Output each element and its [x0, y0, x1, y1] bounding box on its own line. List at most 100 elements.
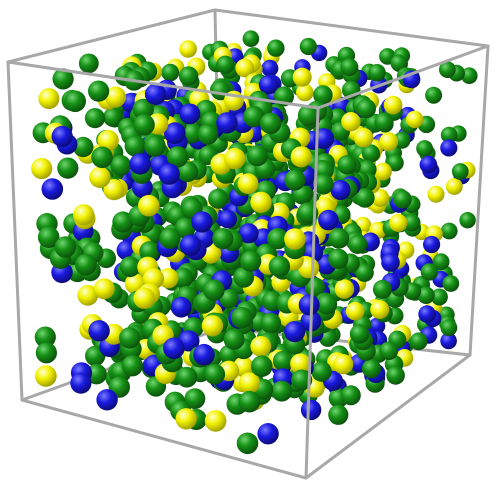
green-particle [459, 212, 476, 229]
blue-particle [41, 178, 64, 200]
green-particle [178, 66, 199, 86]
green-particle [112, 211, 134, 233]
green-particle [328, 248, 349, 269]
yellow-particle [201, 315, 224, 337]
green-particle [203, 279, 225, 301]
green-particle [304, 277, 326, 298]
blue-particle [440, 139, 458, 157]
yellow-particle [204, 410, 227, 432]
yellow-particle [406, 110, 424, 129]
green-particle [328, 404, 349, 425]
green-particle [356, 98, 377, 119]
green-particle [374, 112, 394, 132]
green-particle [402, 213, 421, 232]
green-particle [246, 145, 268, 167]
green-particle [312, 173, 334, 195]
yellow-particle [284, 228, 306, 250]
green-particle [182, 122, 203, 144]
green-particle [440, 126, 458, 144]
box-edge-front [6, 8, 217, 64]
yellow-particle [290, 353, 311, 375]
blue-particle [330, 179, 351, 201]
green-particle [219, 288, 239, 309]
yellow-particle [374, 162, 392, 181]
yellow-particle [38, 88, 60, 110]
blue-particle [193, 343, 215, 366]
green-particle [212, 228, 234, 250]
green-particle [451, 163, 469, 180]
blue-particle [419, 155, 438, 174]
green-particle [242, 30, 260, 47]
yellow-particle [138, 194, 160, 217]
blue-particle [129, 153, 151, 175]
yellow-particle [103, 179, 125, 201]
green-particle [268, 255, 291, 278]
yellow-particle [383, 95, 403, 115]
yellow-particle [158, 268, 179, 289]
yellow-particle [334, 279, 355, 299]
green-particle [297, 104, 320, 126]
blue-particle [423, 235, 441, 254]
blue-particle [218, 210, 237, 229]
yellow-particle [353, 127, 374, 148]
blue-particle [170, 296, 192, 318]
box-edge-front [468, 44, 490, 357]
green-particle [372, 279, 392, 299]
blue-particle [300, 399, 322, 421]
green-particle [316, 293, 338, 315]
green-particle [361, 359, 382, 379]
yellow-particle [97, 129, 119, 152]
green-particle [328, 228, 350, 249]
green-particle [313, 85, 333, 105]
blue-particle [144, 83, 167, 106]
green-particle [299, 37, 317, 56]
green-particle [57, 157, 79, 179]
green-particle [260, 312, 282, 334]
blue-particle [96, 389, 118, 411]
yellow-particle [250, 336, 272, 357]
box-edge-front [213, 8, 490, 48]
blue-particle [216, 112, 238, 134]
yellow-particle [224, 147, 246, 170]
yellow-particle [235, 58, 255, 78]
green-particle [439, 61, 456, 78]
green-particle [361, 144, 380, 163]
green-particle [121, 355, 143, 377]
green-particle [75, 253, 97, 276]
green-particle [159, 227, 181, 249]
box-edge-front [304, 106, 320, 480]
box-edge-front [20, 398, 308, 480]
blue-particle [164, 122, 186, 145]
green-particle [259, 112, 282, 135]
green-particle [393, 190, 412, 209]
green-particle [368, 63, 386, 82]
green-particle [174, 217, 196, 239]
green-particle [73, 136, 94, 158]
green-particle [124, 135, 146, 157]
box-front-edges [6, 8, 490, 480]
box-edge-front [304, 353, 472, 480]
yellow-particle [133, 287, 156, 310]
blue-particle [191, 211, 213, 233]
blue-particle [179, 103, 201, 125]
green-particle [208, 188, 229, 209]
green-particle [416, 140, 433, 157]
yellow-particle [77, 284, 99, 306]
green-particle [240, 250, 262, 272]
green-particle [216, 55, 235, 74]
green-particle [417, 286, 435, 304]
green-particle [132, 98, 154, 120]
yellow-particle [389, 213, 408, 232]
green-particle [271, 380, 293, 402]
green-particle [103, 107, 123, 127]
yellow-particle [290, 146, 312, 168]
green-particle [176, 366, 198, 388]
green-particle [355, 263, 374, 283]
blue-particle [440, 332, 457, 350]
green-particle [348, 234, 368, 254]
yellow-particle [35, 365, 57, 387]
green-particle [267, 228, 289, 250]
green-particle [119, 256, 141, 278]
blue-particle [298, 294, 320, 316]
green-particle [177, 161, 199, 183]
